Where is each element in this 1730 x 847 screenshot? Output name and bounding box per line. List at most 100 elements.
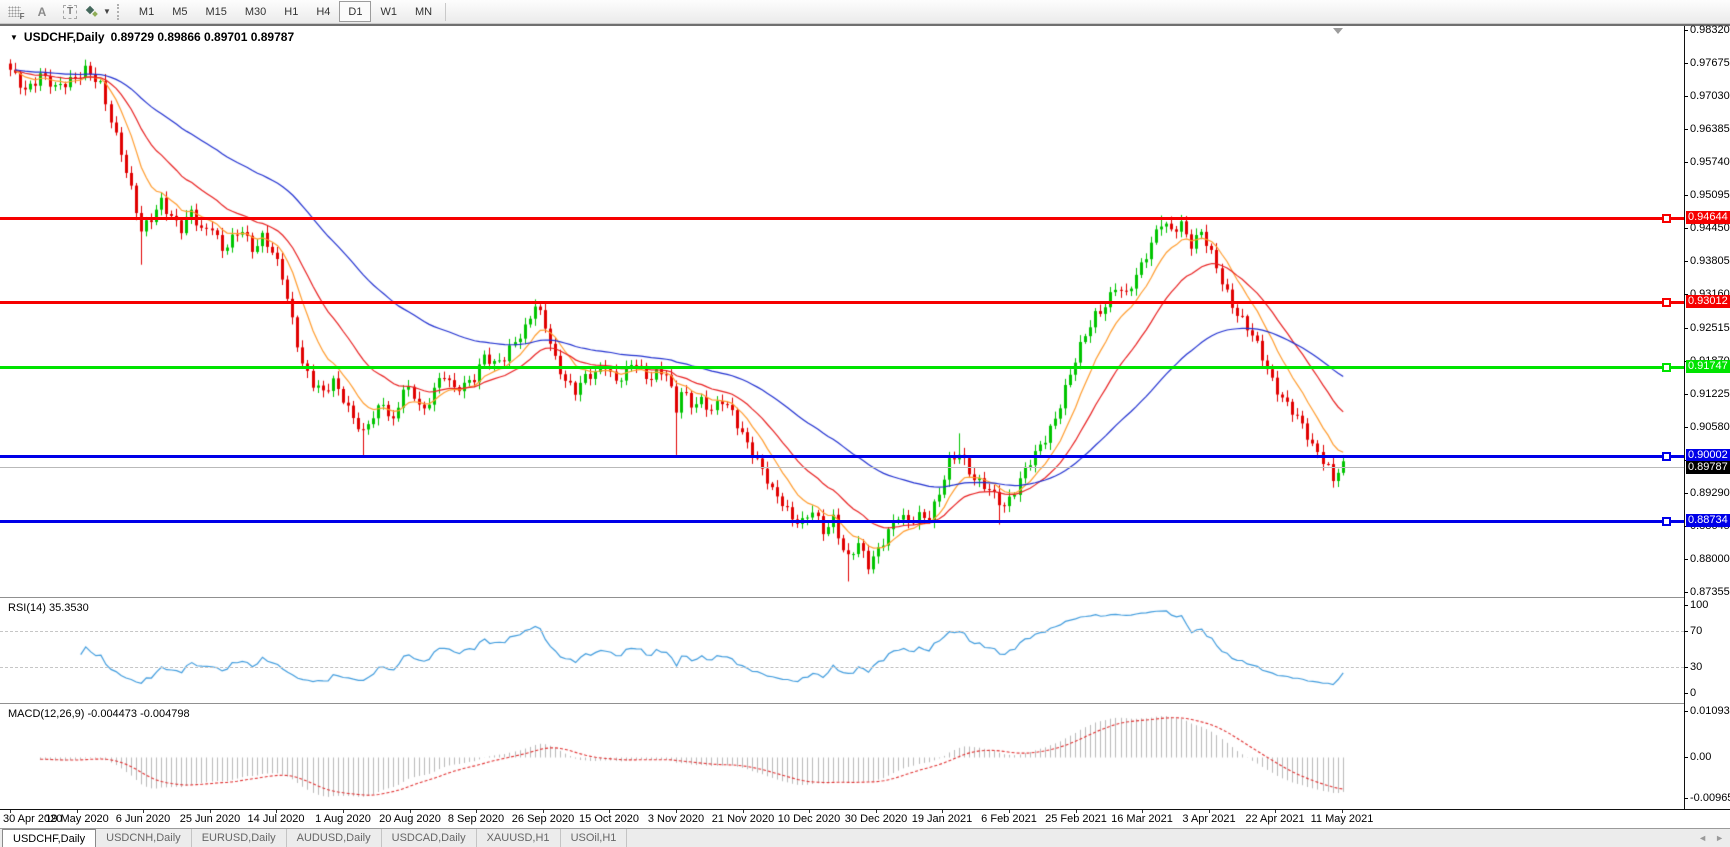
price-axis-label: 0.97030 <box>1690 90 1730 102</box>
horizontal-level-line[interactable] <box>0 217 1684 220</box>
date-label: 3 Nov 2020 <box>647 813 705 825</box>
date-label: 1 Aug 2020 <box>315 813 371 825</box>
date-tick <box>276 810 277 813</box>
horizontal-level-line[interactable] <box>0 520 1684 523</box>
timeframe-button-m1[interactable]: M1 <box>138 5 155 18</box>
timeframe-button-h1[interactable]: H1 <box>284 5 299 18</box>
timeframe-button-m5[interactable]: M5 <box>172 5 188 18</box>
price-axis-tick <box>1684 63 1688 64</box>
timeframe-button-d1[interactable]: D1 <box>339 1 372 22</box>
current-price-badge: 0.89787 <box>1686 461 1730 474</box>
line-handle[interactable] <box>1662 517 1671 526</box>
date-tick <box>1342 810 1343 813</box>
price-axis-label: 0.97675 <box>1690 57 1730 69</box>
date-label: 14 Jul 2020 <box>247 813 305 825</box>
date-label: 26 Sep 2020 <box>511 813 575 825</box>
price-line-badge: 0.88734 <box>1686 514 1730 527</box>
pane-splitter[interactable] <box>0 703 1684 705</box>
price-axis-tick <box>1684 493 1688 494</box>
date-tick <box>77 810 78 813</box>
chart-tab-audusd[interactable]: AUDUSD,Daily <box>287 829 382 847</box>
price-axis[interactable]: 0.98320 0.97675 0.97030 0.96385 0.95740 0.950… <box>1684 24 1730 809</box>
date-tick <box>1009 810 1010 813</box>
price-axis-tick <box>1684 261 1688 262</box>
price-axis-label: 0.98320 <box>1690 24 1730 36</box>
date-tick <box>1209 810 1210 813</box>
rsi-label: RSI(14) 35.3530 <box>8 602 89 614</box>
price-axis-label: 0.91225 <box>1690 388 1730 400</box>
rsi-pane[interactable]: RSI(14) 35.3530 <box>0 599 1684 703</box>
chart-tab-usdchf[interactable]: USDCHF,Daily <box>2 829 97 847</box>
macd-axis-label: 0.00 <box>1690 751 1712 763</box>
timeframe-group: M1 M5 M15 M30 H1 H4 D1 W1 MN <box>130 1 441 22</box>
font-button[interactable]: A <box>29 1 55 23</box>
rsi-axis-tick <box>1684 631 1688 632</box>
rsi-axis-label: 30 <box>1690 661 1703 673</box>
pane-splitter[interactable] <box>0 597 1684 599</box>
chart-tab-usoil[interactable]: USOil,H1 <box>561 829 628 847</box>
toolbar-grip[interactable] <box>116 3 126 20</box>
date-tick <box>676 810 677 813</box>
horizontal-level-line[interactable] <box>0 301 1684 304</box>
date-axis[interactable]: 30 Apr 2020 19 May 2020 6 Jun 2020 25 Jun 2… <box>0 810 1730 828</box>
horizontal-level-line[interactable] <box>0 455 1684 458</box>
price-axis-tick <box>1684 195 1688 196</box>
price-axis-tick <box>1684 162 1688 163</box>
macd-axis-tick <box>1684 798 1688 799</box>
candlestick-canvas[interactable] <box>0 26 1684 597</box>
tab-scroll-left-icon[interactable]: ◄ <box>1698 833 1708 843</box>
crosshair-grid-button[interactable]: F <box>1 1 27 23</box>
date-tick <box>1142 810 1143 813</box>
chart-tab-eurusd[interactable]: EURUSD,Daily <box>192 829 287 847</box>
date-tick <box>743 810 744 813</box>
horizontal-level-line[interactable] <box>0 366 1684 369</box>
macd-axis-label: -0.009653 <box>1690 792 1730 804</box>
date-label: 6 Feb 2021 <box>981 813 1037 825</box>
date-tick <box>10 810 11 813</box>
timeframe-button-w1[interactable]: W1 <box>380 5 397 18</box>
chart-tab-usdcad[interactable]: USDCAD,Daily <box>382 829 477 847</box>
price-axis-label: 0.87355 <box>1690 586 1730 598</box>
rsi-axis-label: 70 <box>1690 625 1703 637</box>
chart-tab-usdcnh[interactable]: USDCNH,Daily <box>96 829 192 847</box>
text-label-button[interactable]: T <box>57 1 83 23</box>
line-handle[interactable] <box>1662 363 1671 372</box>
price-axis-label: 0.92515 <box>1690 322 1730 334</box>
date-tick <box>809 810 810 813</box>
price-pane[interactable]: ▼ USDCHF,Daily 0.89729 0.89866 0.89701 0… <box>0 26 1684 597</box>
current-price-line <box>0 467 1684 468</box>
price-axis-tick <box>1684 394 1688 395</box>
price-axis-tick <box>1684 559 1688 560</box>
price-line-badge: 0.93012 <box>1686 295 1730 308</box>
price-axis-label: 0.95095 <box>1690 189 1730 201</box>
tab-scroll-right-icon[interactable]: ► <box>1715 833 1724 843</box>
chart-symbol: USDCHF,Daily <box>23 30 105 44</box>
price-axis-tick <box>1684 328 1688 329</box>
macd-pane[interactable]: MACD(12,26,9) -0.004473 -0.004798 <box>0 705 1684 809</box>
shapes-button[interactable]: ▼ <box>85 1 112 23</box>
price-axis-tick <box>1684 30 1688 31</box>
timeframe-button-m30[interactable]: M30 <box>244 5 267 18</box>
date-label: 15 Oct 2020 <box>579 813 639 825</box>
rsi-axis-tick <box>1684 605 1688 606</box>
grid-f-icon: F <box>7 6 25 21</box>
line-handle[interactable] <box>1662 452 1671 461</box>
line-handle[interactable] <box>1662 214 1671 223</box>
price-axis-label: 0.88000 <box>1690 553 1730 565</box>
macd-canvas[interactable] <box>0 705 1684 809</box>
timeframe-button-m15[interactable]: M15 <box>205 5 227 18</box>
date-tick <box>476 810 477 813</box>
symbol-dropdown-icon[interactable]: ▼ <box>10 32 18 42</box>
price-line-badge: 0.90002 <box>1686 449 1730 462</box>
timeframe-button-mn[interactable]: MN <box>414 5 433 18</box>
dropdown-caret-icon: ▼ <box>103 7 111 16</box>
timeframe-button-h4[interactable]: H4 <box>316 5 331 18</box>
chart-tab-xauusd[interactable]: XAUUSD,H1 <box>477 829 561 847</box>
rsi-canvas[interactable] <box>0 599 1684 703</box>
top-toolbar: F A T ▼ M1 M5 M15 M30 H1 H4 D1 W1 MN <box>0 0 1730 24</box>
price-line-badge: 0.91747 <box>1686 360 1730 373</box>
chart-shift-marker-icon[interactable] <box>1333 28 1343 34</box>
rsi-axis-label: 100 <box>1690 599 1709 611</box>
line-handle[interactable] <box>1662 298 1671 307</box>
shapes-diamond-icon <box>85 5 100 18</box>
